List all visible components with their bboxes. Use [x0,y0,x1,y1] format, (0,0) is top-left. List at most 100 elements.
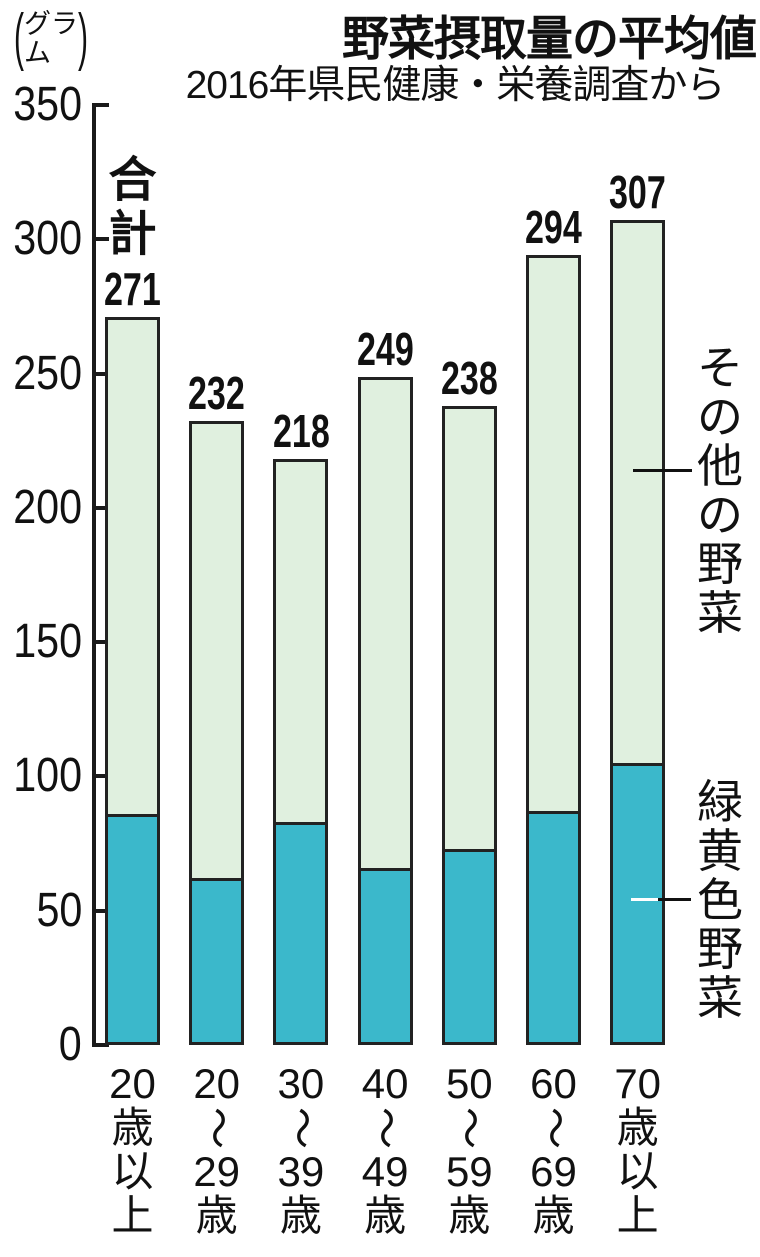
green-yellow-connector-line [658,898,691,901]
x-label-20plus: 20 歳以上 [91,1062,175,1238]
x-label-50s: 50 〜 59 歳 [427,1062,511,1238]
green-yellow-segment [610,763,666,1045]
y-tick-label: 350 [13,78,82,131]
x-label-token: 上 [616,1192,659,1239]
x-label-token: 70 [614,1060,662,1107]
legend-char: 他 [697,440,743,492]
legend-char: の [697,489,743,541]
x-label-token: 40 [361,1060,409,1107]
x-label-token: 歳 [448,1192,491,1239]
x-label-wave-dash: 〜 [446,1106,494,1149]
y-tick-mark [92,1043,109,1047]
y-axis-unit-label: ( グラム ) [14,3,88,72]
legend-char: 菜 [697,972,743,1024]
y-tick-label: 300 [13,212,82,266]
x-label-token: 以 [616,1148,659,1195]
other-vegetables-segment [189,421,245,878]
y-tick-mark [92,103,109,107]
other-vegetables-segment [441,406,497,849]
x-label-20s: 20 〜 29 歳 [175,1062,259,1238]
x-label-token: 歳 [616,1104,659,1151]
y-tick-label: 0 [59,1018,82,1071]
y-tick-mark [92,640,109,645]
green-yellow-segment [105,814,160,1045]
x-label-token: 歳 [279,1192,322,1239]
legend-other-vegetables: その他の野菜 [692,344,748,638]
legend-green-yellow-vegetables: 緑黄色野菜 [692,778,748,1023]
x-label-70plus: 70 歳以上 [596,1062,680,1238]
x-label-wave-dash: 〜 [362,1106,410,1149]
x-label-wave-dash: 〜 [277,1106,325,1149]
bar-40s: 249 [356,323,414,1045]
other-vegetables-segment [357,377,413,868]
x-label-token: 29 [193,1148,241,1195]
green-yellow-segment [526,811,581,1045]
x-label-wave-dash: 〜 [530,1106,578,1149]
legend-char: 野 [697,923,743,975]
x-label-token: 20 [109,1060,156,1107]
other-vegetables-segment [273,459,329,822]
other-vegetables-segment [105,317,160,814]
y-tick-label: 250 [13,346,82,400]
bar-total-20plus: 合計 271 [104,154,161,1045]
x-label-token: 以 [111,1148,154,1195]
x-label-token: 歳 [532,1192,575,1239]
x-label-token: 69 [530,1148,577,1195]
bar-value-label: 249 [356,323,414,375]
bar-value-label: 218 [272,405,330,457]
x-label-token: 20 [193,1060,241,1107]
x-label-token: 59 [445,1148,493,1195]
bar-30s: 218 [272,405,330,1045]
unit-text: グラム [24,9,78,68]
y-tick-mark [92,908,109,913]
y-tick-label: 100 [13,749,82,803]
legend-char: 野 [697,538,743,590]
other-vegetables-segment [526,255,581,811]
y-tick-label: 200 [13,480,82,534]
legend-char: の [697,391,743,443]
y-tick-mark [92,774,109,779]
y-axis-line [92,105,96,1046]
unit-open-paren: ( [14,3,24,73]
green-yellow-segment [273,822,329,1045]
total-kanji-label: 合計 [108,154,157,261]
other-vegetables-connector-line [633,469,692,472]
y-tick-mark [92,505,109,510]
green-yellow-segment [357,868,413,1045]
y-tick-label: 50 [36,883,82,937]
green-yellow-connector-line-inner [631,898,658,901]
bar-20s: 232 [188,367,246,1045]
green-yellow-segment [189,878,245,1045]
x-label-token: 歳 [364,1192,407,1239]
x-label-token: 49 [361,1148,409,1195]
y-tick-label: 150 [13,615,82,669]
bar-value-label: 294 [525,201,582,253]
unit-close-paren: ) [78,3,88,73]
legend-char: 色 [697,874,743,926]
chart-subtitle: 2016年県民健康・栄養調査から [185,64,726,107]
x-label-token: 歳 [195,1192,238,1239]
chart-title: 野菜摂取量の平均値 [342,12,757,65]
bar-70plus: 307 [609,169,666,1045]
y-tick-mark [92,371,109,376]
x-label-token: 60 [530,1060,577,1107]
x-label-30s: 30 〜 39 歳 [259,1062,343,1238]
legend-char: 菜 [697,587,743,639]
x-label-token: 上 [111,1192,154,1239]
x-label-wave-dash: 〜 [193,1106,241,1149]
x-label-60s: 60 〜 69 歳 [512,1062,596,1238]
legend-char: 黄 [697,825,743,877]
x-label-token: 50 [445,1060,493,1107]
bar-50s: 238 [440,352,498,1045]
y-tick-mark [92,237,109,242]
x-label-token: 30 [277,1060,325,1107]
legend-char: そ [697,342,743,394]
x-label-40s: 40 〜 49 歳 [343,1062,427,1238]
other-vegetables-segment [610,220,666,763]
bar-60s: 294 [525,201,582,1045]
legend-char: 緑 [697,776,743,828]
x-label-token: 39 [277,1148,325,1195]
bar-value-label: 238 [440,352,498,404]
bar-value-label: 271 [104,263,161,315]
bar-value-label: 232 [188,367,246,419]
